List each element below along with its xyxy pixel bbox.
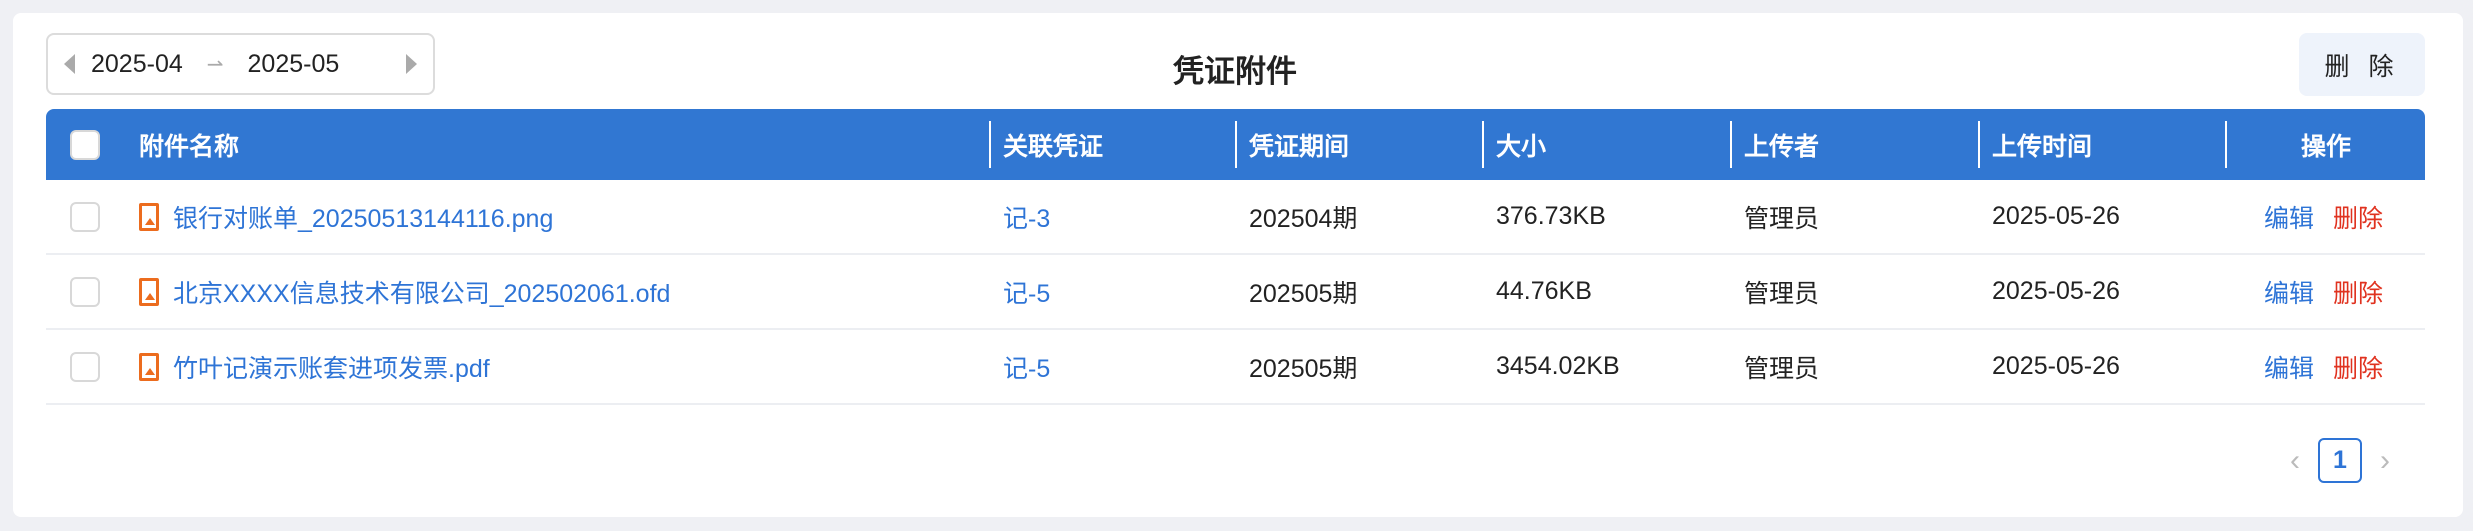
file-size: 376.73KB	[1496, 202, 1606, 230]
file-size: 3454.02KB	[1496, 352, 1620, 380]
attachment-name[interactable]: 竹叶记演示账套进项发票.pdf	[173, 354, 490, 383]
period: 202505期	[1249, 279, 1358, 308]
table-row: 竹叶记演示账套进项发票.pdf 记-5 202505期 3454.02KB 管理…	[46, 330, 2425, 405]
pdf-file-icon	[139, 277, 159, 306]
attachments-card	[13, 13, 2463, 517]
pdf-file-icon	[139, 352, 159, 381]
delete-link[interactable]: 删除	[2333, 279, 2384, 308]
period: 202504期	[1249, 204, 1358, 233]
select-all-checkbox[interactable]	[70, 129, 100, 160]
header-uploader: 上传者	[1744, 132, 1820, 161]
table-row: 银行对账单_20250513144116.png 记-3 202504期 376…	[46, 180, 2425, 255]
upload-time: 2025-05-26	[1992, 202, 2120, 230]
header-name: 附件名称	[139, 132, 240, 161]
table-header: 附件名称 关联凭证 凭证期间 大小 上传者 上传时间 操作	[46, 109, 2425, 180]
attachment-name-link[interactable]: 竹叶记演示账套进项发票.pdf	[139, 330, 490, 403]
header-time: 上传时间	[1992, 132, 2093, 161]
date-end[interactable]: 2025-05	[247, 49, 340, 78]
table-row: 北京XXXX信息技术有限公司_202502061.ofd 记-5 202505期…	[46, 255, 2425, 330]
attachment-name-link[interactable]: 北京XXXX信息技术有限公司_202502061.ofd	[139, 255, 670, 328]
edit-link[interactable]: 编辑	[2264, 204, 2315, 233]
header-voucher: 关联凭证	[1003, 132, 1104, 161]
page-1-button[interactable]: 1	[2318, 438, 2362, 483]
attachments-table: 附件名称 关联凭证 凭证期间 大小 上传者 上传时间 操作 银行对账单_2025…	[46, 109, 2425, 405]
range-arrow-icon: ⇀	[206, 53, 224, 76]
pagination: ‹ 1 ›	[2290, 438, 2390, 483]
edit-link[interactable]: 编辑	[2264, 279, 2315, 308]
attachment-name[interactable]: 银行对账单_20250513144116.png	[173, 204, 554, 233]
row-checkbox[interactable]	[70, 351, 100, 382]
next-page-icon[interactable]: ›	[2380, 443, 2390, 477]
uploader: 管理员	[1744, 279, 1820, 308]
attachment-name-link[interactable]: 银行对账单_20250513144116.png	[139, 180, 553, 253]
edit-link[interactable]: 编辑	[2264, 354, 2315, 383]
page-title: 凭证附件	[1173, 54, 1297, 89]
row-checkbox[interactable]	[70, 201, 100, 232]
voucher-link[interactable]: 记-5	[1003, 354, 1051, 383]
image-file-icon	[139, 202, 159, 231]
row-checkbox[interactable]	[70, 276, 100, 307]
voucher-link[interactable]: 记-3	[1003, 204, 1051, 233]
attachment-name[interactable]: 北京XXXX信息技术有限公司_202502061.ofd	[173, 279, 671, 308]
uploader: 管理员	[1744, 204, 1820, 233]
prev-page-icon[interactable]: ‹	[2290, 443, 2300, 477]
file-size: 44.76KB	[1496, 277, 1592, 305]
header-size: 大小	[1496, 132, 1547, 161]
prev-period-icon[interactable]	[64, 54, 75, 74]
delete-link[interactable]: 删除	[2333, 354, 2384, 383]
next-period-icon[interactable]	[406, 54, 417, 74]
date-range-picker[interactable]: 2025-04 ⇀ 2025-05	[46, 33, 435, 95]
upload-time: 2025-05-26	[1992, 352, 2120, 380]
date-start[interactable]: 2025-04	[91, 49, 183, 78]
delete-link[interactable]: 删除	[2333, 204, 2384, 233]
header-actions: 操作	[2300, 132, 2351, 161]
period: 202505期	[1249, 354, 1358, 383]
voucher-link[interactable]: 记-5	[1003, 279, 1051, 308]
uploader: 管理员	[1744, 354, 1820, 383]
upload-time: 2025-05-26	[1992, 277, 2120, 305]
delete-button[interactable]: 删 除	[2299, 33, 2425, 96]
header-period: 凭证期间	[1249, 132, 1350, 161]
